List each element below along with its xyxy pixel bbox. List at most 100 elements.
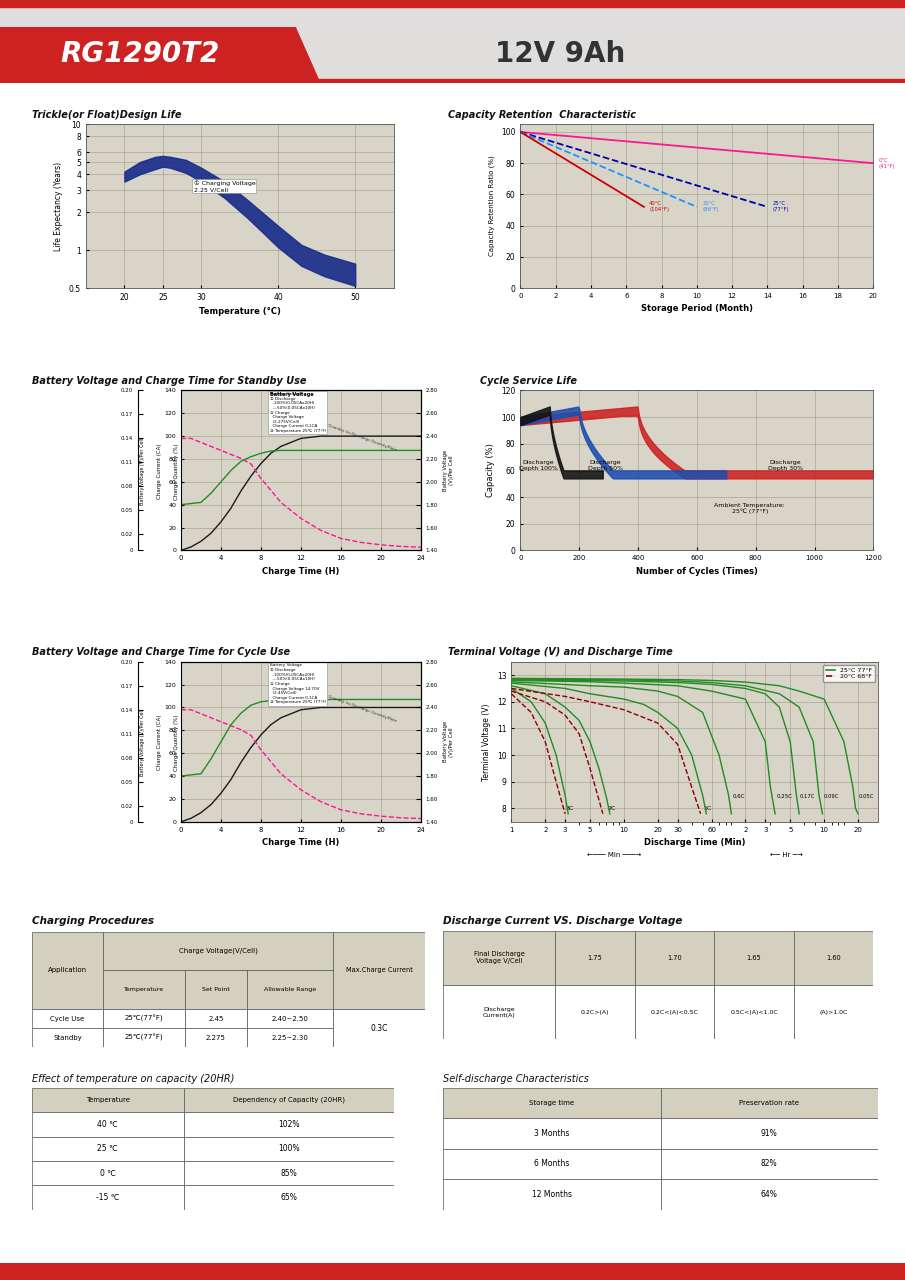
Text: 40 ℃: 40 ℃ bbox=[98, 1120, 118, 1129]
Bar bbox=[103, 932, 333, 970]
Text: 1.70: 1.70 bbox=[667, 955, 681, 961]
Text: Battery Voltage and Charge Time for Standby Use: Battery Voltage and Charge Time for Stan… bbox=[32, 376, 306, 387]
Text: 1.60: 1.60 bbox=[826, 955, 841, 961]
Text: 64%: 64% bbox=[761, 1190, 777, 1199]
Bar bbox=[661, 1119, 878, 1149]
Text: ←─── Min ───→: ←─── Min ───→ bbox=[586, 852, 641, 858]
Text: Charge Quantity (to Discharge Quantity)Rate: Charge Quantity (to Discharge Quantity)R… bbox=[313, 419, 397, 452]
Text: Set Point: Set Point bbox=[202, 987, 230, 992]
Bar bbox=[185, 1009, 247, 1028]
Text: Discharge
Current(A): Discharge Current(A) bbox=[483, 1007, 516, 1018]
Text: 0.09C: 0.09C bbox=[824, 794, 839, 799]
Text: 2.25~2.30: 2.25~2.30 bbox=[272, 1034, 309, 1041]
Bar bbox=[661, 1179, 878, 1210]
Text: Battery Voltage (V)/Per Cell: Battery Voltage (V)/Per Cell bbox=[139, 709, 145, 776]
Text: 0.6C: 0.6C bbox=[732, 794, 745, 799]
Text: Cycle Use: Cycle Use bbox=[51, 1015, 85, 1021]
Bar bbox=[714, 986, 794, 1039]
Text: ←─ Hr ─→: ←─ Hr ─→ bbox=[770, 852, 803, 858]
Text: Discharge Current VS. Discharge Voltage: Discharge Current VS. Discharge Voltage bbox=[443, 916, 683, 927]
Bar bbox=[32, 932, 103, 1009]
Text: Ambient Temperature:
25℃ (77°F): Ambient Temperature: 25℃ (77°F) bbox=[714, 503, 786, 515]
Text: 0.5C<(A)<1.0C: 0.5C<(A)<1.0C bbox=[730, 1010, 778, 1015]
Bar bbox=[443, 1149, 661, 1179]
Text: Temperature: Temperature bbox=[124, 987, 164, 992]
Text: Battery Voltage (V)/Per Cell: Battery Voltage (V)/Per Cell bbox=[139, 438, 145, 506]
Y-axis label: Terminal Voltage (V): Terminal Voltage (V) bbox=[482, 703, 491, 781]
Text: Allowable Range: Allowable Range bbox=[264, 987, 316, 992]
Bar bbox=[661, 1149, 878, 1179]
Text: Dependency of Capacity (20HR): Dependency of Capacity (20HR) bbox=[233, 1097, 345, 1103]
Text: Charge Voltage(V/Cell): Charge Voltage(V/Cell) bbox=[178, 947, 258, 954]
Text: Cycle Service Life: Cycle Service Life bbox=[480, 376, 576, 387]
Text: -15 ℃: -15 ℃ bbox=[96, 1193, 119, 1202]
Bar bbox=[634, 986, 714, 1039]
Y-axis label: Battery Voltage
(V)/Per Cell: Battery Voltage (V)/Per Cell bbox=[443, 721, 454, 763]
Bar bbox=[185, 1028, 247, 1047]
Text: 82%: 82% bbox=[761, 1160, 777, 1169]
Bar bbox=[32, 1185, 184, 1210]
Text: Self-discharge Characteristics: Self-discharge Characteristics bbox=[443, 1074, 589, 1084]
Text: Charge Current (CA): Charge Current (CA) bbox=[157, 444, 162, 499]
Text: Final Discharge
Voltage V/Cell: Final Discharge Voltage V/Cell bbox=[474, 951, 525, 964]
Bar bbox=[103, 1009, 185, 1028]
Bar bbox=[32, 1161, 184, 1185]
Bar bbox=[32, 1088, 184, 1112]
Text: Effect of temperature on capacity (20HR): Effect of temperature on capacity (20HR) bbox=[32, 1074, 234, 1084]
Bar bbox=[32, 1112, 184, 1137]
Text: 30°C
(86°F): 30°C (86°F) bbox=[702, 201, 719, 212]
Text: 0.2C>(A): 0.2C>(A) bbox=[581, 1010, 609, 1015]
Text: (A)>1.0C: (A)>1.0C bbox=[819, 1010, 848, 1015]
Bar bbox=[103, 970, 185, 1009]
Text: Capacity Retention  Characteristic: Capacity Retention Characteristic bbox=[448, 110, 636, 120]
Text: 12V 9Ah: 12V 9Ah bbox=[495, 40, 625, 68]
Text: Charge Quantity (%): Charge Quantity (%) bbox=[174, 443, 179, 500]
Y-axis label: Life Expectancy (Years): Life Expectancy (Years) bbox=[54, 161, 63, 251]
Text: 2.40~2.50: 2.40~2.50 bbox=[272, 1015, 309, 1021]
Text: Battery Voltage: Battery Voltage bbox=[270, 392, 313, 397]
Text: 91%: 91% bbox=[761, 1129, 777, 1138]
Bar bbox=[184, 1137, 394, 1161]
Bar bbox=[247, 970, 333, 1009]
Text: Discharge
Depth 100%: Discharge Depth 100% bbox=[519, 460, 557, 471]
Text: Temperature: Temperature bbox=[86, 1097, 129, 1103]
Bar bbox=[556, 986, 634, 1039]
Text: Discharge
Depth 30%: Discharge Depth 30% bbox=[767, 460, 803, 471]
Text: 25℃(77°F): 25℃(77°F) bbox=[125, 1015, 163, 1023]
Text: Trickle(or Float)Design Life: Trickle(or Float)Design Life bbox=[32, 110, 181, 120]
Bar bbox=[556, 931, 634, 986]
Bar bbox=[794, 986, 873, 1039]
Bar bbox=[184, 1185, 394, 1210]
X-axis label: Number of Cycles (Times): Number of Cycles (Times) bbox=[636, 567, 757, 576]
Bar bbox=[714, 931, 794, 986]
Bar bbox=[184, 1161, 394, 1185]
Text: Storage time: Storage time bbox=[529, 1101, 575, 1106]
Bar bbox=[0, 78, 905, 83]
Bar bbox=[333, 932, 425, 1009]
Bar bbox=[32, 1028, 103, 1047]
Text: 0.05C: 0.05C bbox=[859, 794, 874, 799]
Bar bbox=[184, 1088, 394, 1112]
Text: 1.75: 1.75 bbox=[587, 955, 603, 961]
Text: Application: Application bbox=[48, 968, 87, 973]
Y-axis label: Capacity Retention Ratio (%): Capacity Retention Ratio (%) bbox=[489, 156, 495, 256]
Bar bbox=[443, 1119, 661, 1149]
Text: 6 Months: 6 Months bbox=[534, 1160, 570, 1169]
Text: 3 Months: 3 Months bbox=[534, 1129, 570, 1138]
Bar bbox=[32, 1009, 103, 1028]
Bar bbox=[443, 1088, 661, 1119]
Bar bbox=[443, 1179, 661, 1210]
Text: 0 ℃: 0 ℃ bbox=[100, 1169, 116, 1178]
Text: 0.17C: 0.17C bbox=[800, 794, 815, 799]
Text: Discharge
Depth 50%: Discharge Depth 50% bbox=[588, 460, 624, 471]
Text: Charge Quantity (to Discharge Quantity)Rate: Charge Quantity (to Discharge Quantity)R… bbox=[313, 690, 397, 723]
Text: 102%: 102% bbox=[278, 1120, 300, 1129]
Text: 0.25C: 0.25C bbox=[776, 794, 792, 799]
Legend: 25°C 77°F, 20°C 68°F: 25°C 77°F, 20°C 68°F bbox=[824, 664, 875, 682]
Bar bbox=[184, 1112, 394, 1137]
Bar bbox=[103, 1028, 185, 1047]
Text: 2.45: 2.45 bbox=[208, 1015, 224, 1021]
X-axis label: Temperature (°C): Temperature (°C) bbox=[199, 307, 281, 316]
X-axis label: Charge Time (H): Charge Time (H) bbox=[262, 567, 339, 576]
Polygon shape bbox=[0, 27, 320, 83]
